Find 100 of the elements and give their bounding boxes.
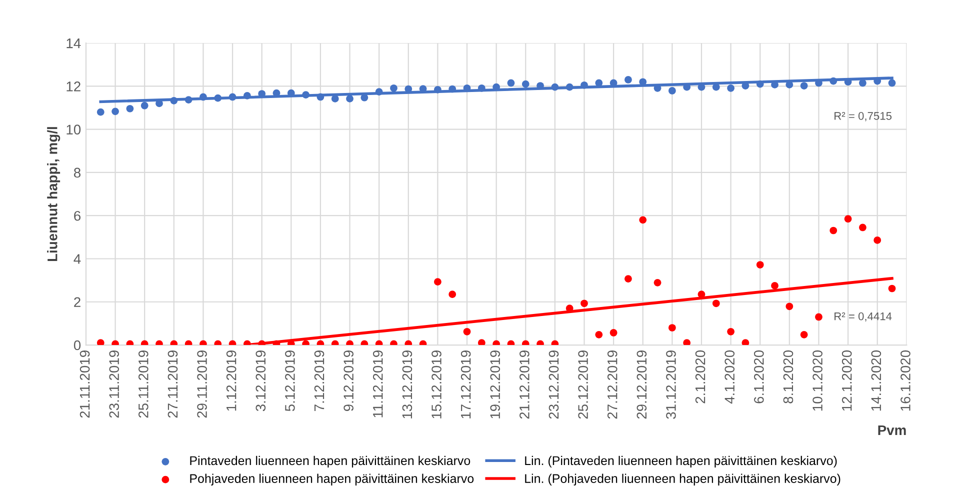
x-tick-label: 3.12.2019 [256,350,266,412]
y-tick-label: 2 [74,297,80,307]
point [874,236,882,244]
annotation: R² = 0,7515 [834,112,892,122]
x-tick-label: 29.11.2019 [197,350,207,418]
point [140,102,148,110]
point [170,96,178,104]
x-tick-label: 8.1.2020 [783,350,794,404]
x-tick-label: 25.12.2019 [578,350,588,419]
x-tick-label: 1.12.2019 [226,350,236,411]
point [624,76,632,84]
x-tick-label: 23.11.2019 [109,350,120,418]
y-tick-label: 10 [66,124,81,135]
x-tick-label: 27.12.2019 [607,350,618,419]
point [830,226,838,234]
point [507,79,515,87]
legend-label: Pohjaveden liuenneen hapen päivittäinen keskiarvo [190,474,474,486]
point [727,328,734,336]
point [786,81,794,88]
point [96,339,104,346]
x-tick-label: 31.12.2019 [666,350,676,419]
y-tick-label: 4 [74,254,81,264]
point [331,95,339,102]
annotation: R² = 0,4414 [834,312,892,322]
x-tick-label: 10.1.2020 [812,350,822,411]
x-tick-label: 2.1.2020 [695,350,706,404]
point [800,330,808,338]
point [756,80,764,88]
point [654,279,662,286]
point [668,324,676,332]
point [786,302,794,310]
point [742,339,750,346]
point [566,83,574,91]
point [200,93,207,101]
point [244,92,251,100]
point [126,104,134,112]
x-tick-label: 21.12.2019 [520,350,530,419]
point [228,93,236,101]
point [771,282,778,290]
x-tick-label: 11.12.2019 [372,350,383,418]
point [683,339,691,346]
x-tick-label: 23.12.2019 [548,350,559,419]
x-tick-label: 27.11.2019 [168,350,178,418]
y-tick-label: 12 [66,82,80,92]
point [727,84,734,92]
point [888,284,896,292]
point [624,275,632,282]
x-tick-label: 25.11.2019 [138,350,148,418]
x-tick-label: 19.12.2019 [490,350,500,418]
point [859,79,866,87]
point [346,95,354,102]
point [580,300,588,308]
point [756,261,764,268]
x-tick-label: 16.1.2020 [900,350,910,411]
point [478,84,486,92]
legend-label: Lin. (Pohjaveden liuenneen hapen päivittäinen keskiarvo) [525,474,840,486]
point [112,108,119,116]
point [390,84,398,92]
point [448,85,456,93]
point [463,328,471,336]
y-tick-label: 8 [74,168,81,178]
x-tick-label: 12.1.2020 [842,350,852,411]
point [316,93,324,101]
x-tick-label: 9.12.2019 [344,350,354,412]
y-tick-label: 14 [66,38,81,48]
y-axis-title: Liuennut happi, mg/l [47,127,60,261]
point [580,81,588,89]
point [302,91,310,99]
point [522,80,530,88]
y-tick-label: 0 [74,340,81,350]
point [448,290,456,298]
point [668,87,676,94]
x-tick-label: 29.12.2019 [636,350,647,419]
point [595,330,603,338]
point [844,215,852,223]
point [815,313,822,321]
y-tick-label: 6 [74,210,81,221]
point [800,82,808,90]
point [434,86,442,94]
x-tick-label: 13.12.2019 [402,350,412,418]
x-axis-title: Pvm [878,425,906,435]
legend-label: Lin. (Pintaveden liuenneen hapen päivittäinen keskiarvo) [525,456,837,468]
x-tick-label: 14.1.2020 [871,350,882,411]
point [830,77,838,85]
point [639,216,647,224]
point [712,300,720,308]
point [96,108,104,116]
point [184,96,192,104]
point [375,88,383,96]
point [859,224,866,232]
point [214,94,222,102]
x-tick-label: 5.12.2019 [285,350,295,412]
x-tick-label: 15.12.2019 [432,350,442,418]
x-tick-label: 21.11.2019 [80,350,90,418]
x-tick-label: 7.12.2019 [314,350,324,411]
x-tick-label: 6.1.2020 [754,350,764,404]
point [478,339,486,346]
point [434,278,442,286]
point [551,83,559,91]
point [888,79,896,87]
